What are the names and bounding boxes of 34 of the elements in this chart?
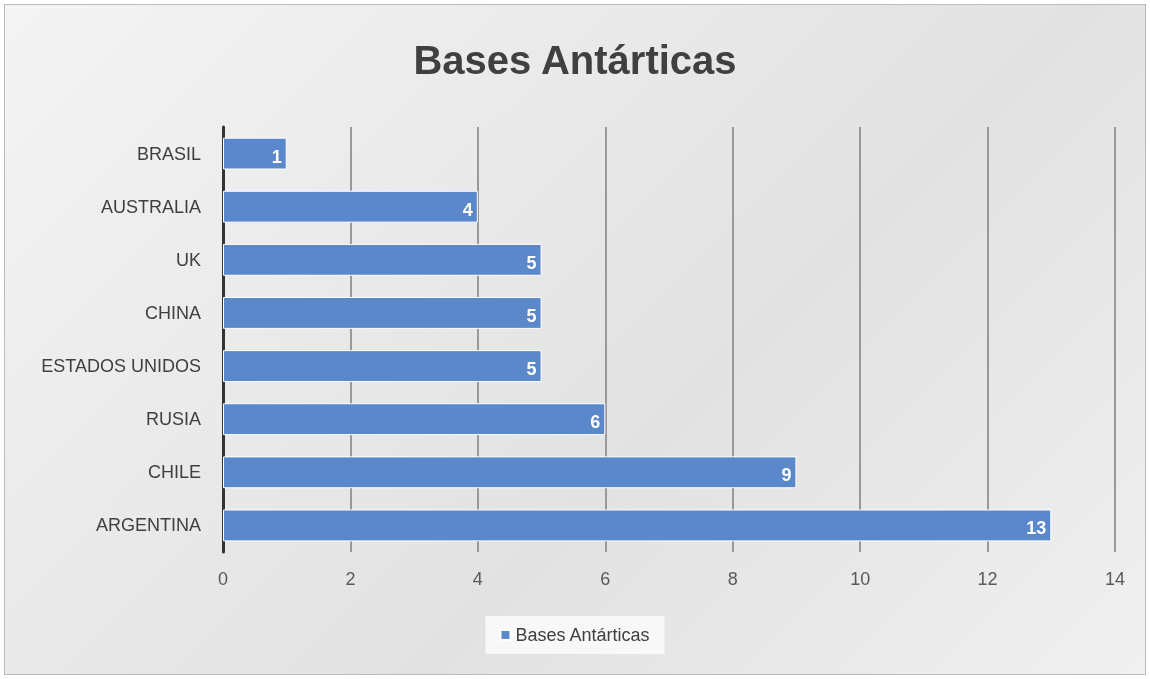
- data-label: 5: [526, 359, 537, 380]
- bar: [223, 137, 287, 170]
- bar: [223, 243, 542, 276]
- y-tick-label: ESTADOS UNIDOS: [41, 356, 201, 377]
- data-label: 5: [526, 305, 537, 326]
- x-tick-label: 8: [727, 569, 738, 589]
- x-tick-label: 0: [217, 569, 229, 589]
- bar: [223, 350, 542, 382]
- data-label: 9: [781, 465, 792, 486]
- bar: [223, 190, 478, 223]
- data-label: 13: [1026, 518, 1047, 539]
- bar: [223, 297, 542, 329]
- data-label: 1: [271, 146, 282, 167]
- data-label: 4: [462, 199, 473, 220]
- x-tick-label: 12: [977, 569, 998, 589]
- x-tick-label: 4: [472, 569, 483, 589]
- bar: [223, 509, 1052, 542]
- y-tick-label: ARGENTINA: [95, 515, 201, 536]
- y-tick-label: AUSTRALIA: [100, 196, 201, 217]
- chart-title: Bases Antárticas: [413, 38, 737, 82]
- data-label: 6: [590, 412, 601, 433]
- y-tick-label: BRASIL: [136, 143, 201, 164]
- x-tick-label: 6: [600, 569, 611, 589]
- legend-label: Bases Antárticas: [515, 625, 650, 645]
- bar: [223, 456, 797, 489]
- data-label: 5: [526, 252, 537, 273]
- x-tick-label: 2: [345, 569, 356, 589]
- y-tick-label: CHINA: [144, 302, 201, 323]
- x-tick-label: 10: [850, 569, 871, 589]
- y-tick-label: RUSIA: [145, 409, 201, 430]
- y-tick-label: CHILE: [147, 462, 201, 483]
- y-tick-label: UK: [175, 249, 201, 270]
- x-tick-label: 14: [1104, 569, 1126, 589]
- bar: [223, 403, 606, 436]
